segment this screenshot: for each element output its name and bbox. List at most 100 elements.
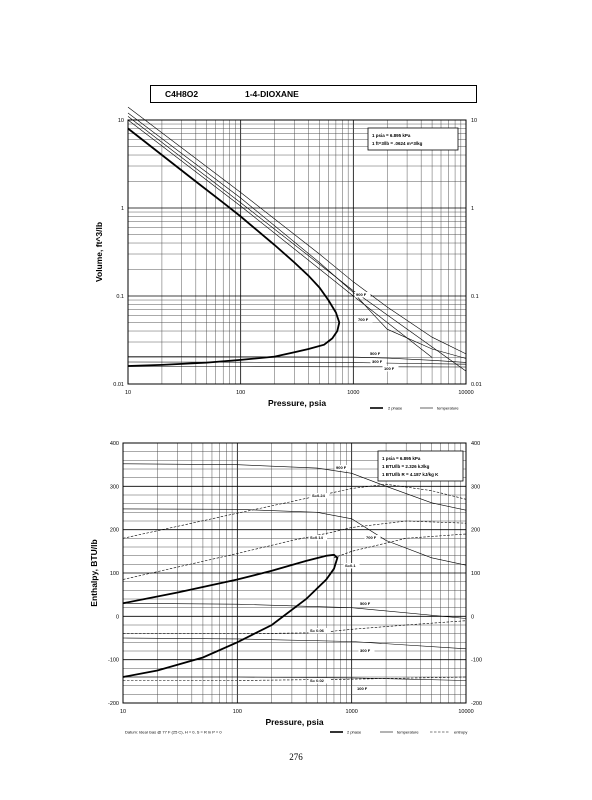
curve-label: S=0.24 bbox=[312, 493, 326, 498]
entropy-line bbox=[123, 620, 467, 635]
legend-label: entropy bbox=[454, 730, 467, 735]
curve-label: 700 F bbox=[358, 317, 369, 322]
conversion-note: 1 psia = 6.895 kPa bbox=[382, 456, 421, 461]
entropy-line bbox=[122, 520, 467, 580]
curve-label-bg bbox=[334, 465, 351, 471]
x-axis-label: Pressure, psia bbox=[265, 717, 323, 727]
chart-title-box: C4H8O2 1-4-DIOXANE bbox=[150, 85, 477, 103]
plot-frame bbox=[127, 119, 467, 385]
temperature-line bbox=[123, 676, 467, 681]
curve-label-bg bbox=[308, 535, 328, 541]
legend-label: 2 phase bbox=[347, 730, 362, 735]
curve-label: 300 F bbox=[360, 648, 371, 653]
entropy-line bbox=[333, 533, 467, 559]
curve-label-bg bbox=[370, 359, 387, 365]
curve-label-bg bbox=[343, 563, 360, 569]
curve-label: 300 F bbox=[372, 359, 383, 364]
enthalpy-pressure-chart: 10 100 1000 100004003002001000-100-20040030… bbox=[89, 441, 482, 735]
curve-label: 900 F bbox=[356, 292, 367, 297]
temperature-line bbox=[122, 463, 467, 511]
curve-label-bg bbox=[358, 648, 375, 654]
y-tick-label-right: 100 bbox=[471, 571, 480, 577]
volume-pressure-chart: 10 100 1000 100001010.10.011010.10.01Pressu… bbox=[94, 106, 482, 411]
y-tick-label-right: 0.01 bbox=[471, 382, 482, 388]
temperature-line bbox=[127, 361, 467, 365]
temperature-line bbox=[122, 637, 467, 650]
y-tick-label: 100 bbox=[110, 571, 119, 577]
legend-label: temperature bbox=[397, 730, 419, 735]
curve-label: 900 F bbox=[336, 465, 347, 470]
curve-label: 100 F bbox=[357, 686, 368, 691]
curve-label-bg bbox=[382, 366, 399, 372]
y-tick-label: 400 bbox=[110, 441, 119, 447]
y-tick-label: 0.01 bbox=[113, 382, 124, 388]
y-tick-label: 300 bbox=[110, 484, 119, 490]
temperature-line bbox=[127, 116, 467, 372]
y-tick-label: -200 bbox=[108, 701, 119, 707]
x-tick-label: 100 bbox=[236, 390, 245, 396]
x-tick-label: 1000 bbox=[346, 709, 358, 715]
y-tick-label-right: 1 bbox=[471, 206, 474, 212]
temperature-line bbox=[127, 119, 433, 358]
temperature-line bbox=[128, 366, 467, 368]
curve-label: 500 F bbox=[360, 601, 371, 606]
conversion-notes-box bbox=[367, 127, 459, 151]
curve-label-bg bbox=[308, 628, 330, 634]
x-tick-label: 10 bbox=[120, 709, 126, 715]
curve-label-bg bbox=[310, 493, 330, 499]
temperature-line bbox=[127, 112, 467, 359]
y-tick-label: 0 bbox=[116, 614, 119, 620]
curve-label: 100 F bbox=[384, 366, 395, 371]
x-tick-label: 10000 bbox=[458, 390, 473, 396]
curve-label: S= 0.02 bbox=[310, 678, 325, 683]
y-tick-label: 200 bbox=[110, 528, 119, 534]
grid bbox=[127, 120, 466, 385]
x-tick-label: 100 bbox=[233, 709, 242, 715]
y-tick-label-right: 10 bbox=[471, 118, 477, 124]
y-tick-label-right: 0 bbox=[471, 614, 474, 620]
temperature-line bbox=[127, 106, 467, 355]
conversion-note: 1 psia = 6.895 kPa bbox=[372, 133, 411, 138]
curve-label-bg bbox=[355, 686, 372, 692]
y-axis-label: Enthalpy, BTU/lb bbox=[89, 539, 99, 606]
compound-formula: C4H8O2 bbox=[165, 89, 199, 99]
legend-label: 2 phase bbox=[388, 406, 403, 411]
curve-label-bg bbox=[308, 678, 330, 684]
y-tick-label: 0.1 bbox=[116, 294, 124, 300]
y-tick-label: 1 bbox=[121, 206, 124, 212]
curve-label: 500 F bbox=[370, 351, 381, 356]
conversion-notes-box bbox=[377, 450, 464, 482]
curve-label: S=0.1 bbox=[345, 563, 356, 568]
curve-label: S=0.14 bbox=[310, 535, 324, 540]
curve-label-bg bbox=[354, 292, 371, 298]
y-tick-label-right: -100 bbox=[471, 658, 482, 664]
curve-label-bg bbox=[358, 601, 375, 607]
datum-footnote: Datum: Ideal Gas @ 77 F (25 C), H = 0, S… bbox=[125, 730, 222, 735]
curve-label: S= 0.06 bbox=[310, 628, 325, 633]
y-tick-label-right: 200 bbox=[471, 528, 480, 534]
curve-label-bg bbox=[356, 317, 373, 323]
entropy-line bbox=[122, 483, 467, 539]
saturation-curve bbox=[122, 553, 339, 678]
y-tick-label-right: -200 bbox=[471, 701, 482, 707]
conversion-note: 1 BTU/lb = 2.326 kJ/kg bbox=[382, 464, 430, 469]
compound-name: 1-4-DIOXANE bbox=[245, 89, 299, 99]
page-number: 276 bbox=[289, 752, 303, 762]
y-tick-label-right: 400 bbox=[471, 441, 480, 447]
temperature-line bbox=[122, 508, 467, 566]
curve-label-bg bbox=[368, 351, 385, 357]
temperature-line bbox=[122, 602, 467, 619]
conversion-note: 1 ft^3/lb = .0624 m^3/kg bbox=[372, 141, 423, 146]
x-axis-label: Pressure, psia bbox=[268, 398, 326, 408]
saturation-curve bbox=[127, 127, 341, 367]
y-tick-label: -100 bbox=[108, 658, 119, 664]
x-tick-label: 10 bbox=[125, 390, 131, 396]
x-tick-label: 1000 bbox=[347, 390, 359, 396]
curve-label-bg bbox=[364, 535, 381, 541]
y-tick-label: 10 bbox=[118, 118, 124, 124]
plot-frame bbox=[122, 442, 467, 704]
y-tick-label-right: 300 bbox=[471, 484, 480, 490]
x-tick-label: 10000 bbox=[458, 709, 473, 715]
legend-label: temperature bbox=[437, 406, 459, 411]
y-axis-label: Volume, ft^3/lb bbox=[94, 222, 104, 282]
